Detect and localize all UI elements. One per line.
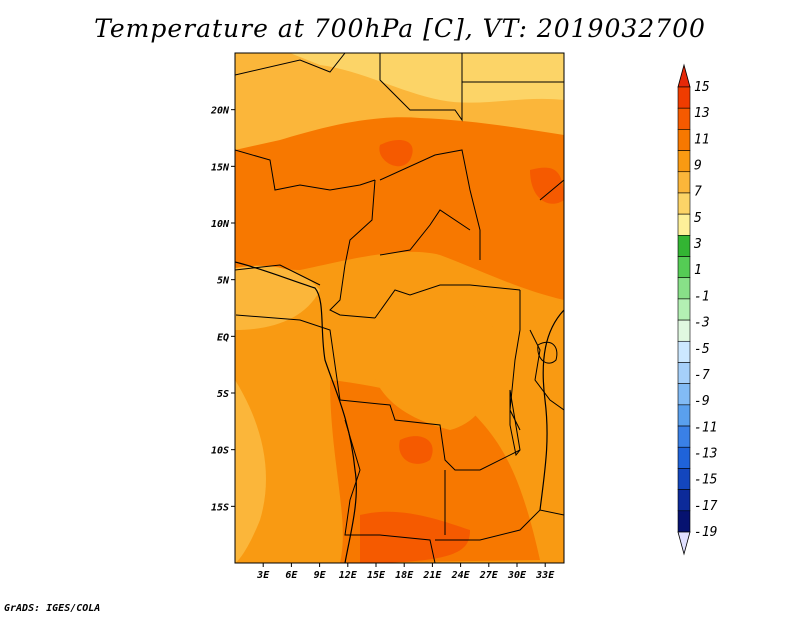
- colorbar-legend: 15 13 11 9 7 5 3 1 -1 -3 -5 -7 -9 -11 -13 -15 -17 -19: [677, 63, 718, 556]
- border-line: [374, 284, 521, 319]
- colorbar-label: -9: [694, 394, 710, 409]
- colorbar-segment: [677, 362, 691, 384]
- map-title: Temperature at 700hPa [C], VT: 201903270…: [94, 14, 706, 43]
- colorbar-segment: [677, 129, 691, 151]
- grads-credit: GrADS: IGES/COLA: [4, 603, 101, 614]
- colorbar-segment: [677, 171, 691, 194]
- border-line: [529, 329, 564, 411]
- colorbar-label: 11: [694, 132, 710, 147]
- x-tick-label: 9E: [314, 570, 327, 581]
- x-tick-label: 18E: [395, 570, 414, 581]
- colorbar-label: -5: [694, 342, 710, 357]
- border-line: [379, 53, 463, 122]
- border-line: [329, 264, 376, 319]
- y-tick-label: 15S: [211, 502, 229, 513]
- border-line: [509, 290, 521, 431]
- field-gulf-guinea: [235, 265, 320, 330]
- y-tick-label: 15N: [211, 162, 230, 173]
- latitude-axis: 20N 15N 10N 5N EQ 5S 10S 15S: [210, 106, 235, 513]
- field-sahara-north: [290, 53, 564, 103]
- colorbar-segment: [677, 107, 691, 130]
- colorbar-label: 13: [694, 106, 710, 121]
- colorbar-segment: [677, 277, 691, 300]
- y-tick-label: 5N: [217, 276, 230, 287]
- colorbar-segment: [677, 446, 691, 469]
- colorbar-label: 15: [694, 80, 710, 95]
- colorbar-label: -1: [694, 289, 710, 304]
- colorbar-label: 7: [694, 185, 702, 200]
- colorbar-segment: [677, 468, 691, 490]
- border-line: [235, 314, 341, 401]
- colorbar-segment: [677, 86, 691, 109]
- colorbar-segment: [677, 425, 691, 448]
- colorbar-label: -3: [694, 316, 710, 331]
- colorbar-segment: [677, 340, 691, 363]
- colorbar-segment: [677, 510, 691, 533]
- field-atlantic-sw: [235, 380, 266, 563]
- lake-victoria: [537, 341, 558, 364]
- border-line: [379, 209, 471, 256]
- x-tick-label: 12E: [339, 570, 358, 581]
- x-tick-label: 27E: [479, 570, 499, 581]
- colorbar-segment: [677, 404, 691, 427]
- colorbar-label: -17: [694, 499, 718, 514]
- plot-frame: [234, 52, 565, 564]
- colorbar-segment: [677, 235, 691, 257]
- y-tick-label: 10N: [211, 219, 230, 230]
- field-congo-basin: [369, 290, 498, 430]
- colorbar-top-arrow: [677, 63, 691, 88]
- y-tick-label: EQ: [217, 332, 229, 343]
- colorbar-label: -13: [694, 446, 717, 461]
- x-tick-label: 15E: [367, 570, 386, 581]
- colorbar-label: -19: [694, 525, 717, 540]
- lake-tanganyika: [509, 389, 521, 457]
- coastline: [235, 261, 357, 563]
- border-line: [235, 149, 376, 191]
- border-line: [379, 149, 481, 260]
- field-hot-spot-east: [379, 140, 564, 204]
- field-south-hot: [360, 436, 470, 563]
- colorbar-bottom-arrow: [677, 531, 691, 556]
- y-tick-label: 20N: [210, 106, 230, 117]
- border-line: [235, 264, 321, 286]
- colorbar-segment: [677, 213, 691, 236]
- longitude-axis: 3E 6E 9E 12E 15E 18E 21E 24E 27E 30E 33E: [256, 563, 555, 581]
- y-tick-label: 10S: [211, 446, 229, 457]
- colorbar-label: -7: [694, 368, 710, 383]
- colorbar-label: 9: [694, 159, 702, 174]
- x-tick-label: 24E: [451, 570, 471, 581]
- east-coast: [539, 309, 564, 511]
- x-tick-label: 33E: [535, 570, 555, 581]
- colorbar-label: -15: [694, 473, 718, 488]
- colorbar-segment: [677, 192, 691, 215]
- colorbar-segment: [677, 256, 691, 279]
- temperature-field: [235, 53, 564, 563]
- colorbar-label: -11: [694, 420, 717, 435]
- border-line: [539, 179, 564, 201]
- field-sahel-belt: [235, 103, 564, 300]
- colorbar-label: 3: [693, 237, 702, 252]
- colorbar-segment: [677, 319, 691, 342]
- colorbar-label: 5: [694, 211, 702, 226]
- x-tick-label: 21E: [422, 570, 442, 581]
- colorbar-segment: [677, 383, 691, 406]
- colorbar-label: 1: [694, 263, 702, 278]
- colorbar-segment: [677, 298, 691, 321]
- border-line: [344, 419, 436, 563]
- x-tick-label: 6E: [285, 570, 298, 581]
- y-tick-label: 5S: [217, 389, 229, 400]
- x-tick-label: 3E: [256, 570, 270, 581]
- colorbar-segment: [677, 489, 691, 512]
- border-line: [339, 399, 521, 471]
- border-line: [435, 509, 564, 541]
- country-borders: [235, 53, 564, 563]
- border-line: [235, 53, 346, 76]
- colorbar-segment: [677, 150, 691, 173]
- border-line: [344, 179, 376, 266]
- x-tick-label: 30E: [507, 570, 527, 581]
